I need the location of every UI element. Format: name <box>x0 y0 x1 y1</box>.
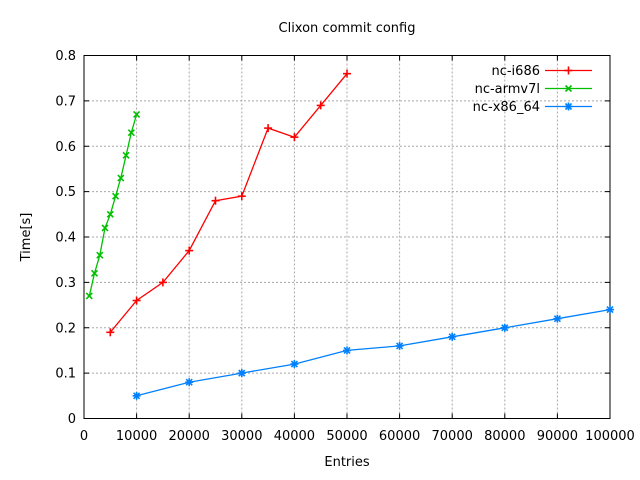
cross-marker <box>106 210 114 218</box>
plus-marker <box>290 133 299 142</box>
asterisk-marker <box>448 332 457 341</box>
asterisk-marker <box>395 341 404 350</box>
x-tick-label: 40000 <box>274 429 315 444</box>
plus-marker <box>264 124 273 133</box>
x-tick-label: 20000 <box>169 429 210 444</box>
cross-marker <box>85 292 93 300</box>
cross-marker <box>90 269 99 277</box>
plus-marker <box>132 296 141 305</box>
x-tick-label: 0 <box>80 429 88 444</box>
x-tick-label: 90000 <box>537 429 578 444</box>
series-nc-x86_64 <box>132 305 614 400</box>
asterisk-marker <box>290 360 299 369</box>
asterisk-marker <box>343 346 351 355</box>
y-tick-label: 0.4 <box>55 231 76 246</box>
asterisk-marker <box>237 369 246 378</box>
x-tick-label: 70000 <box>432 429 473 444</box>
plus-marker <box>106 328 115 337</box>
x-tick-label: 60000 <box>379 429 420 444</box>
cross-marker <box>127 129 135 137</box>
tick-labels: 0 10000 20000 30000 40000 50000 60000 70000 8000… <box>55 49 635 444</box>
plus-marker <box>564 66 573 75</box>
plus-marker <box>343 69 351 78</box>
cross-marker <box>96 251 104 259</box>
asterisk-marker <box>185 378 194 387</box>
asterisk-marker <box>553 314 562 323</box>
series-nc-armv7l <box>85 110 141 300</box>
data-series <box>85 69 614 400</box>
x-tick-label: 80000 <box>484 429 525 444</box>
plus-marker <box>211 196 220 205</box>
asterisk-marker <box>500 323 509 332</box>
cross-marker <box>101 224 109 232</box>
y-tick-label: 0.7 <box>55 94 76 109</box>
plus-marker <box>316 101 325 110</box>
axis-ticks <box>83 55 611 419</box>
legend-label: nc-armv7l <box>475 82 540 97</box>
legend-entry: nc-x86_64 <box>473 100 592 115</box>
gridlines <box>83 55 611 419</box>
cross-marker <box>117 174 125 182</box>
legend-label: nc-x86_64 <box>473 100 540 115</box>
legend-entry: nc-armv7l <box>475 82 592 97</box>
plus-marker <box>185 246 194 255</box>
x-tick-label: 30000 <box>221 429 262 444</box>
asterisk-marker <box>132 391 141 400</box>
series-nc-i686 <box>106 69 351 337</box>
plus-marker <box>237 192 246 201</box>
x-axis-label: Entries <box>324 455 370 470</box>
legend: nc-i686 nc-armv7l nc-x86_64 <box>473 64 592 115</box>
y-axis-label: Time[s] <box>19 213 34 263</box>
cross-marker <box>122 151 130 159</box>
asterisk-marker <box>564 102 573 111</box>
plus-marker <box>158 278 167 287</box>
cross-marker <box>111 192 120 200</box>
legend-entry: nc-i686 <box>491 64 592 79</box>
y-tick-label: 0.2 <box>55 321 76 336</box>
y-tick-label: 0.1 <box>55 367 76 382</box>
y-tick-label: 0.8 <box>55 49 76 64</box>
series-line <box>136 308 611 397</box>
cross-marker <box>133 110 141 119</box>
y-tick-label: 0.3 <box>55 276 76 291</box>
y-tick-label: 0 <box>68 412 76 427</box>
asterisk-marker <box>606 305 614 314</box>
y-tick-label: 0.6 <box>55 140 76 155</box>
x-tick-label: 50000 <box>326 429 367 444</box>
x-tick-label: 10000 <box>116 429 157 444</box>
y-tick-label: 0.5 <box>55 185 76 200</box>
series-line <box>109 73 348 333</box>
cross-marker <box>564 84 573 93</box>
x-tick-label: 100000 <box>585 429 635 444</box>
legend-label: nc-i686 <box>491 64 540 79</box>
chart-title: Clixon commit config <box>279 21 416 36</box>
series-line <box>88 114 138 297</box>
